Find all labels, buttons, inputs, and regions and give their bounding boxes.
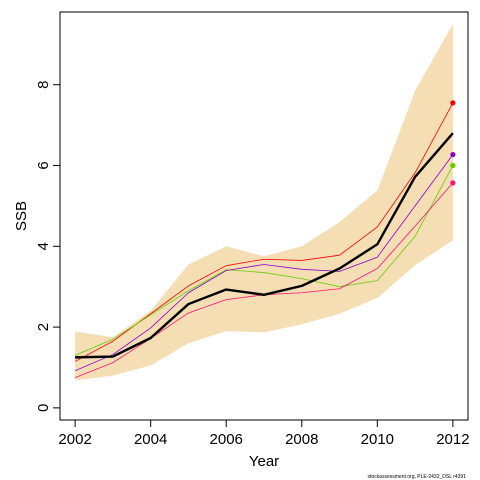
end-point-4 [450, 180, 456, 186]
end-point-1 [450, 100, 456, 106]
x-tick-label: 2012 [436, 431, 469, 448]
confidence-band [75, 24, 453, 381]
x-tick-label: 2006 [210, 431, 243, 448]
plot-frame [59, 11, 469, 421]
y-axis-title: SSB [13, 201, 30, 231]
y-tick-label: 6 [35, 161, 52, 169]
y-axis: 0 2 4 6 8 [35, 81, 60, 412]
x-tick-label: 2010 [361, 431, 394, 448]
series-lines-layer [74, 102, 454, 378]
x-axis: 2002 2004 2006 2008 2010 2012 [58, 420, 470, 448]
x-tick-label: 2004 [134, 431, 167, 448]
series-line-2 [74, 165, 454, 356]
end-points-layer [450, 100, 456, 186]
end-point-2 [450, 151, 456, 158]
confidence-band-layer [75, 24, 453, 381]
x-tick-label: 2002 [58, 431, 91, 448]
x-tick-label: 2008 [285, 431, 318, 448]
y-tick-label: 2 [35, 323, 52, 331]
y-tick-label: 0 [35, 404, 52, 412]
y-tick-label: 8 [35, 81, 52, 89]
credit-text: stockassessment.org, PLE-2432_DSL r4391 [368, 474, 467, 480]
end-point-3 [450, 162, 456, 169]
x-axis-title: Year [249, 453, 279, 470]
series-line-3 [74, 154, 454, 372]
main-estimate-line [75, 132, 454, 359]
y-tick-label: 4 [35, 242, 52, 250]
